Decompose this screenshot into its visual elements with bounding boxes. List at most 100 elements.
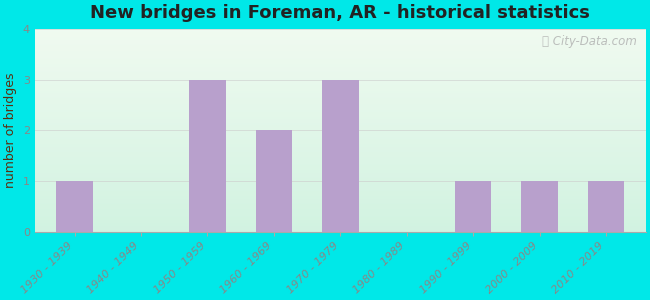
Bar — [34, 74, 646, 75]
Bar — [34, 82, 646, 83]
Bar — [34, 119, 646, 120]
Bar — [34, 214, 646, 215]
Bar — [34, 179, 646, 180]
Bar — [34, 41, 646, 42]
Bar — [34, 230, 646, 231]
Bar — [34, 166, 646, 167]
Bar — [34, 110, 646, 111]
Bar — [34, 178, 646, 179]
Bar — [34, 159, 646, 160]
Bar — [34, 174, 646, 175]
Bar — [34, 198, 646, 199]
Bar — [34, 75, 646, 76]
Bar — [34, 225, 646, 226]
Bar — [34, 98, 646, 99]
Bar — [34, 87, 646, 88]
Bar — [255, 130, 292, 232]
Bar — [34, 122, 646, 123]
Bar — [34, 142, 646, 144]
Bar — [322, 80, 359, 232]
Bar — [34, 34, 646, 35]
Bar — [34, 29, 646, 30]
Bar — [34, 158, 646, 159]
Bar — [34, 44, 646, 46]
Bar — [34, 90, 646, 91]
Bar — [34, 86, 646, 87]
Bar — [34, 181, 646, 182]
Bar — [34, 136, 646, 137]
Bar — [34, 173, 646, 174]
Bar — [34, 94, 646, 95]
Bar — [34, 123, 646, 124]
Bar — [34, 176, 646, 177]
Bar — [34, 167, 646, 168]
Bar — [34, 114, 646, 115]
Bar — [34, 199, 646, 200]
Bar — [34, 208, 646, 209]
Bar — [34, 171, 646, 172]
Bar — [34, 207, 646, 208]
Bar — [34, 128, 646, 130]
Bar — [34, 200, 646, 201]
Title: New bridges in Foreman, AR - historical statistics: New bridges in Foreman, AR - historical … — [90, 4, 590, 22]
Bar — [34, 164, 646, 165]
Bar — [34, 83, 646, 84]
Bar — [34, 195, 646, 196]
Bar — [34, 157, 646, 158]
Bar — [34, 49, 646, 50]
Bar — [34, 64, 646, 65]
Bar — [34, 54, 646, 55]
Bar — [34, 97, 646, 98]
Bar — [34, 189, 646, 190]
Bar — [34, 154, 646, 155]
Bar — [34, 141, 646, 142]
Bar — [34, 56, 646, 57]
Bar — [34, 134, 646, 136]
Bar — [34, 196, 646, 197]
Bar — [34, 186, 646, 187]
Bar — [34, 162, 646, 163]
Bar — [34, 213, 646, 214]
Bar — [34, 133, 646, 134]
Bar — [34, 223, 646, 224]
Bar — [34, 201, 646, 202]
Bar — [34, 169, 646, 170]
Bar — [34, 113, 646, 114]
Bar — [34, 205, 646, 206]
Text: ⓘ City-Data.com: ⓘ City-Data.com — [542, 35, 636, 48]
Bar — [34, 146, 646, 147]
Bar — [34, 73, 646, 74]
Bar — [34, 140, 646, 141]
Bar — [34, 92, 646, 93]
Bar — [34, 229, 646, 230]
Bar — [34, 36, 646, 38]
Bar — [34, 151, 646, 152]
Bar — [34, 187, 646, 188]
Bar — [34, 70, 646, 71]
Bar — [34, 93, 646, 94]
Bar — [34, 217, 646, 218]
Bar — [34, 38, 646, 39]
Bar — [34, 88, 646, 89]
Bar — [34, 77, 646, 78]
Bar — [34, 67, 646, 68]
Bar — [34, 33, 646, 34]
Bar — [34, 91, 646, 92]
Bar — [34, 115, 646, 116]
Bar — [34, 182, 646, 183]
Bar — [189, 80, 226, 232]
Bar — [34, 47, 646, 49]
Bar — [34, 116, 646, 117]
Bar — [34, 131, 646, 133]
Bar — [588, 181, 624, 232]
Bar — [34, 81, 646, 82]
Bar — [34, 60, 646, 61]
Bar — [34, 210, 646, 211]
Bar — [34, 184, 646, 185]
Bar — [34, 215, 646, 217]
Bar — [34, 57, 646, 58]
Bar — [34, 68, 646, 69]
Bar — [34, 161, 646, 162]
Bar — [34, 204, 646, 205]
Bar — [34, 203, 646, 204]
